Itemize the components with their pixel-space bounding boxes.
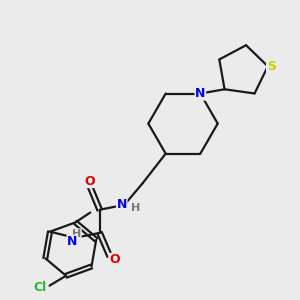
Text: Cl: Cl	[34, 281, 47, 294]
Text: O: O	[84, 175, 95, 188]
Text: O: O	[109, 254, 120, 266]
Text: S: S	[267, 60, 276, 73]
Text: H: H	[131, 203, 141, 213]
Text: H: H	[72, 229, 81, 239]
Text: N: N	[117, 198, 127, 211]
Text: N: N	[195, 87, 206, 100]
Text: N: N	[67, 235, 77, 248]
